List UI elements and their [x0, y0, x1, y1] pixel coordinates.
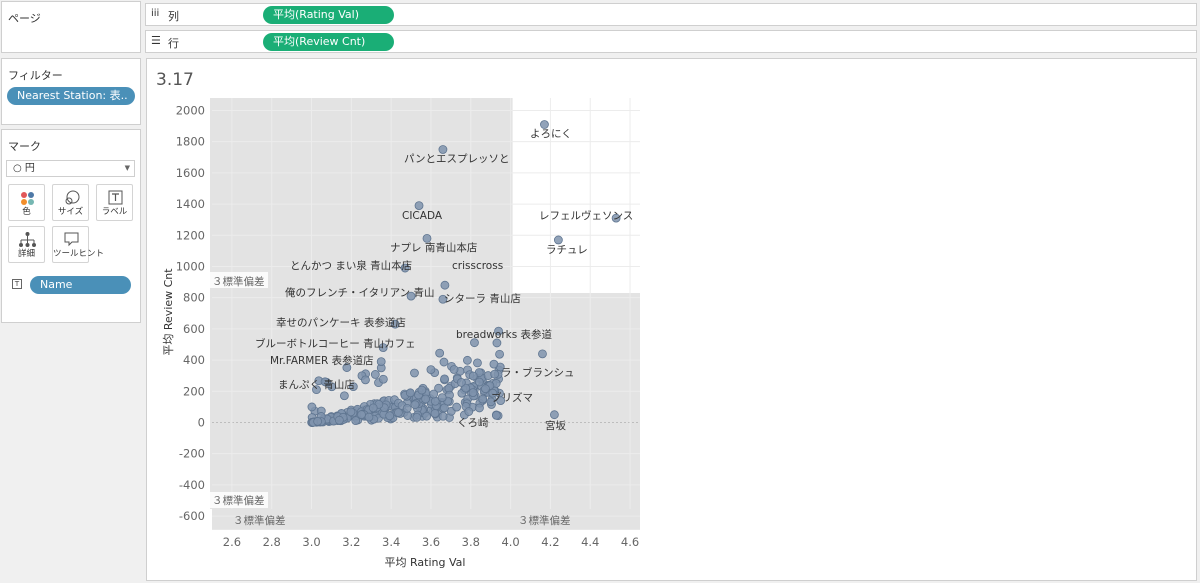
- color-button-label: 色: [22, 207, 31, 217]
- marks-title: マーク: [8, 140, 41, 153]
- size-button-label: サイズ: [57, 207, 84, 217]
- detail-button[interactable]: 詳細: [8, 226, 45, 263]
- filter-pill-nearest-station[interactable]: Nearest Station: 表..: [7, 87, 135, 105]
- label-icon: [108, 190, 123, 205]
- mark-type-value: 円: [24, 163, 35, 174]
- pages-shelf-title: ページ: [8, 12, 41, 25]
- text-field-icon: T: [12, 279, 22, 289]
- label-button[interactable]: ラベル: [96, 184, 133, 221]
- circle-icon: ○: [13, 163, 22, 174]
- columns-shelf-label: 列: [168, 10, 179, 23]
- columns-pill-rating-val[interactable]: 平均(Rating Val): [263, 6, 394, 24]
- label-button-label: ラベル: [101, 207, 128, 217]
- color-button[interactable]: 色: [8, 184, 45, 221]
- viz-view[interactable]: 3.17: [146, 58, 1197, 581]
- detail-button-label: 詳細: [17, 249, 35, 259]
- filters-title: フィルター: [8, 69, 63, 82]
- rows-shelf-label: 行: [168, 37, 179, 50]
- tooltip-button[interactable]: ツールヒント: [52, 226, 105, 263]
- columns-icon: iii: [151, 8, 160, 19]
- rows-icon: ☰: [151, 34, 161, 47]
- pages-shelf[interactable]: ページ: [1, 1, 141, 53]
- tooltip-icon: [64, 232, 79, 247]
- size-button[interactable]: サイズ: [52, 184, 89, 221]
- detail-icon: [19, 232, 36, 247]
- columns-shelf[interactable]: iii 列 平均(Rating Val): [145, 3, 1197, 26]
- tooltip-button-label: ツールヒント: [53, 249, 105, 259]
- color-icon: [21, 192, 34, 205]
- sidebar-empty-area: [1, 327, 141, 582]
- rows-shelf[interactable]: ☰ 行 平均(Review Cnt): [145, 30, 1197, 53]
- chevron-down-icon: ▼: [124, 164, 130, 172]
- size-icon: [65, 190, 80, 205]
- mark-type-dropdown[interactable]: ○ 円 ▼: [6, 160, 135, 177]
- rows-pill-review-cnt[interactable]: 平均(Review Cnt): [263, 33, 394, 51]
- name-pill[interactable]: Name: [30, 276, 131, 294]
- filters-card: フィルター Nearest Station: 表..: [1, 58, 141, 125]
- view-caption: 3.17: [156, 70, 194, 90]
